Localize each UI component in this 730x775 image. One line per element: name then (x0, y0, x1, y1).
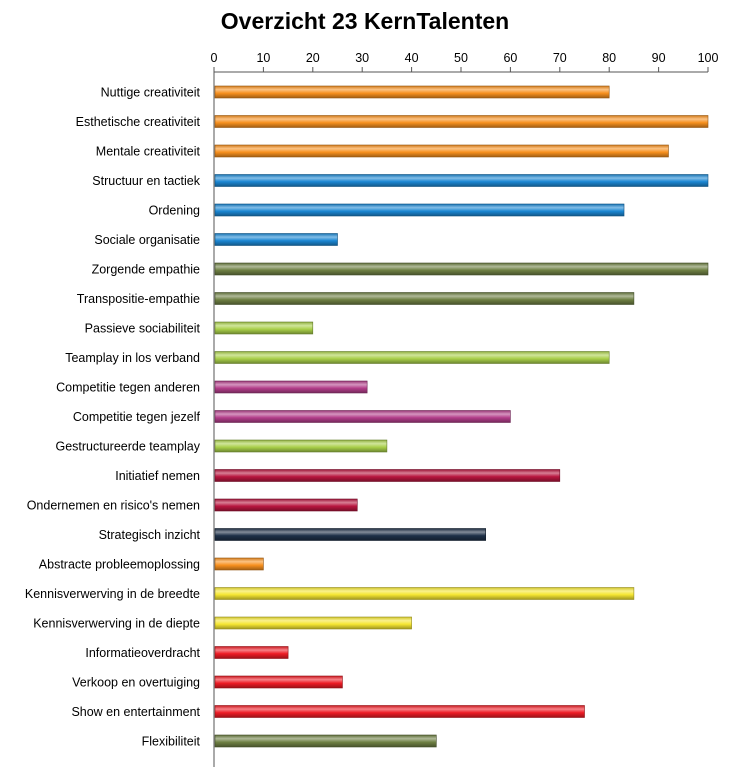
bar (214, 203, 625, 217)
x-tick-label: 0 (211, 51, 218, 65)
bar (214, 705, 585, 718)
x-tick-label: 50 (454, 51, 468, 65)
bar (214, 498, 358, 512)
x-tick-label: 20 (306, 51, 320, 65)
bar (214, 675, 343, 689)
bar (214, 174, 709, 187)
category-label: Ondernemen en risico's nemen (27, 499, 200, 513)
x-tick-label: 40 (405, 51, 419, 65)
category-label: Informatieoverdracht (85, 646, 200, 660)
category-label: Sociale organisatie (94, 233, 200, 247)
bar (214, 616, 412, 630)
x-tick-label: 60 (503, 51, 517, 65)
x-tick-label: 10 (256, 51, 270, 65)
x-axis: 0 10 20 30 40 50 60 70 80 90 100 (211, 51, 719, 767)
bar (214, 262, 709, 276)
category-label: Gestructureerde teamplay (55, 440, 200, 454)
bar (214, 410, 511, 423)
bar (214, 734, 437, 748)
x-tick-label: 100 (698, 51, 719, 65)
bar (214, 351, 610, 364)
category-label: Kennisverwerving in de diepte (33, 617, 200, 631)
category-label: Mentale creativiteit (96, 145, 201, 159)
bar (214, 85, 610, 99)
category-label: Kennisverwerving in de breedte (25, 587, 200, 601)
category-label: Show en entertainment (71, 705, 200, 719)
category-label: Ordening (149, 204, 200, 218)
category-label: Structuur en tactiek (92, 174, 200, 188)
bars (214, 85, 709, 748)
category-label: Verkoop en overtuiging (72, 676, 200, 690)
bar (214, 115, 709, 128)
category-label: Competitie tegen jezelf (73, 410, 201, 424)
bar (214, 233, 338, 246)
category-label: Initiatief nemen (115, 469, 200, 483)
category-label: Nuttige creativiteit (101, 86, 201, 100)
x-tick-label: 30 (355, 51, 369, 65)
bar (214, 646, 289, 659)
bar (214, 439, 388, 453)
category-label: Strategisch inzicht (99, 528, 201, 542)
category-label: Competitie tegen anderen (56, 381, 200, 395)
bar (214, 587, 635, 600)
chart-title: Overzicht 23 KernTalenten (220, 8, 510, 34)
bar (214, 321, 314, 335)
category-label: Esthetische creativiteit (76, 115, 201, 129)
bar (214, 380, 368, 394)
category-label: Zorgende empathie (92, 263, 200, 277)
category-labels: Nuttige creativiteit Esthetische creativi… (25, 86, 201, 749)
bar (214, 557, 264, 571)
x-tick-label: 90 (652, 51, 666, 65)
category-label: Flexibiliteit (142, 735, 201, 749)
bar (214, 144, 669, 158)
bar (214, 528, 487, 541)
bar (214, 292, 635, 305)
category-label: Teamplay in los verband (65, 351, 200, 365)
category-label: Passieve sociabiliteit (85, 322, 201, 336)
x-tick-label: 70 (553, 51, 567, 65)
bar (214, 469, 561, 482)
category-label: Abstracte probleemoplossing (39, 558, 200, 572)
category-label: Transpositie-empathie (77, 292, 200, 306)
x-tick-label: 80 (602, 51, 616, 65)
